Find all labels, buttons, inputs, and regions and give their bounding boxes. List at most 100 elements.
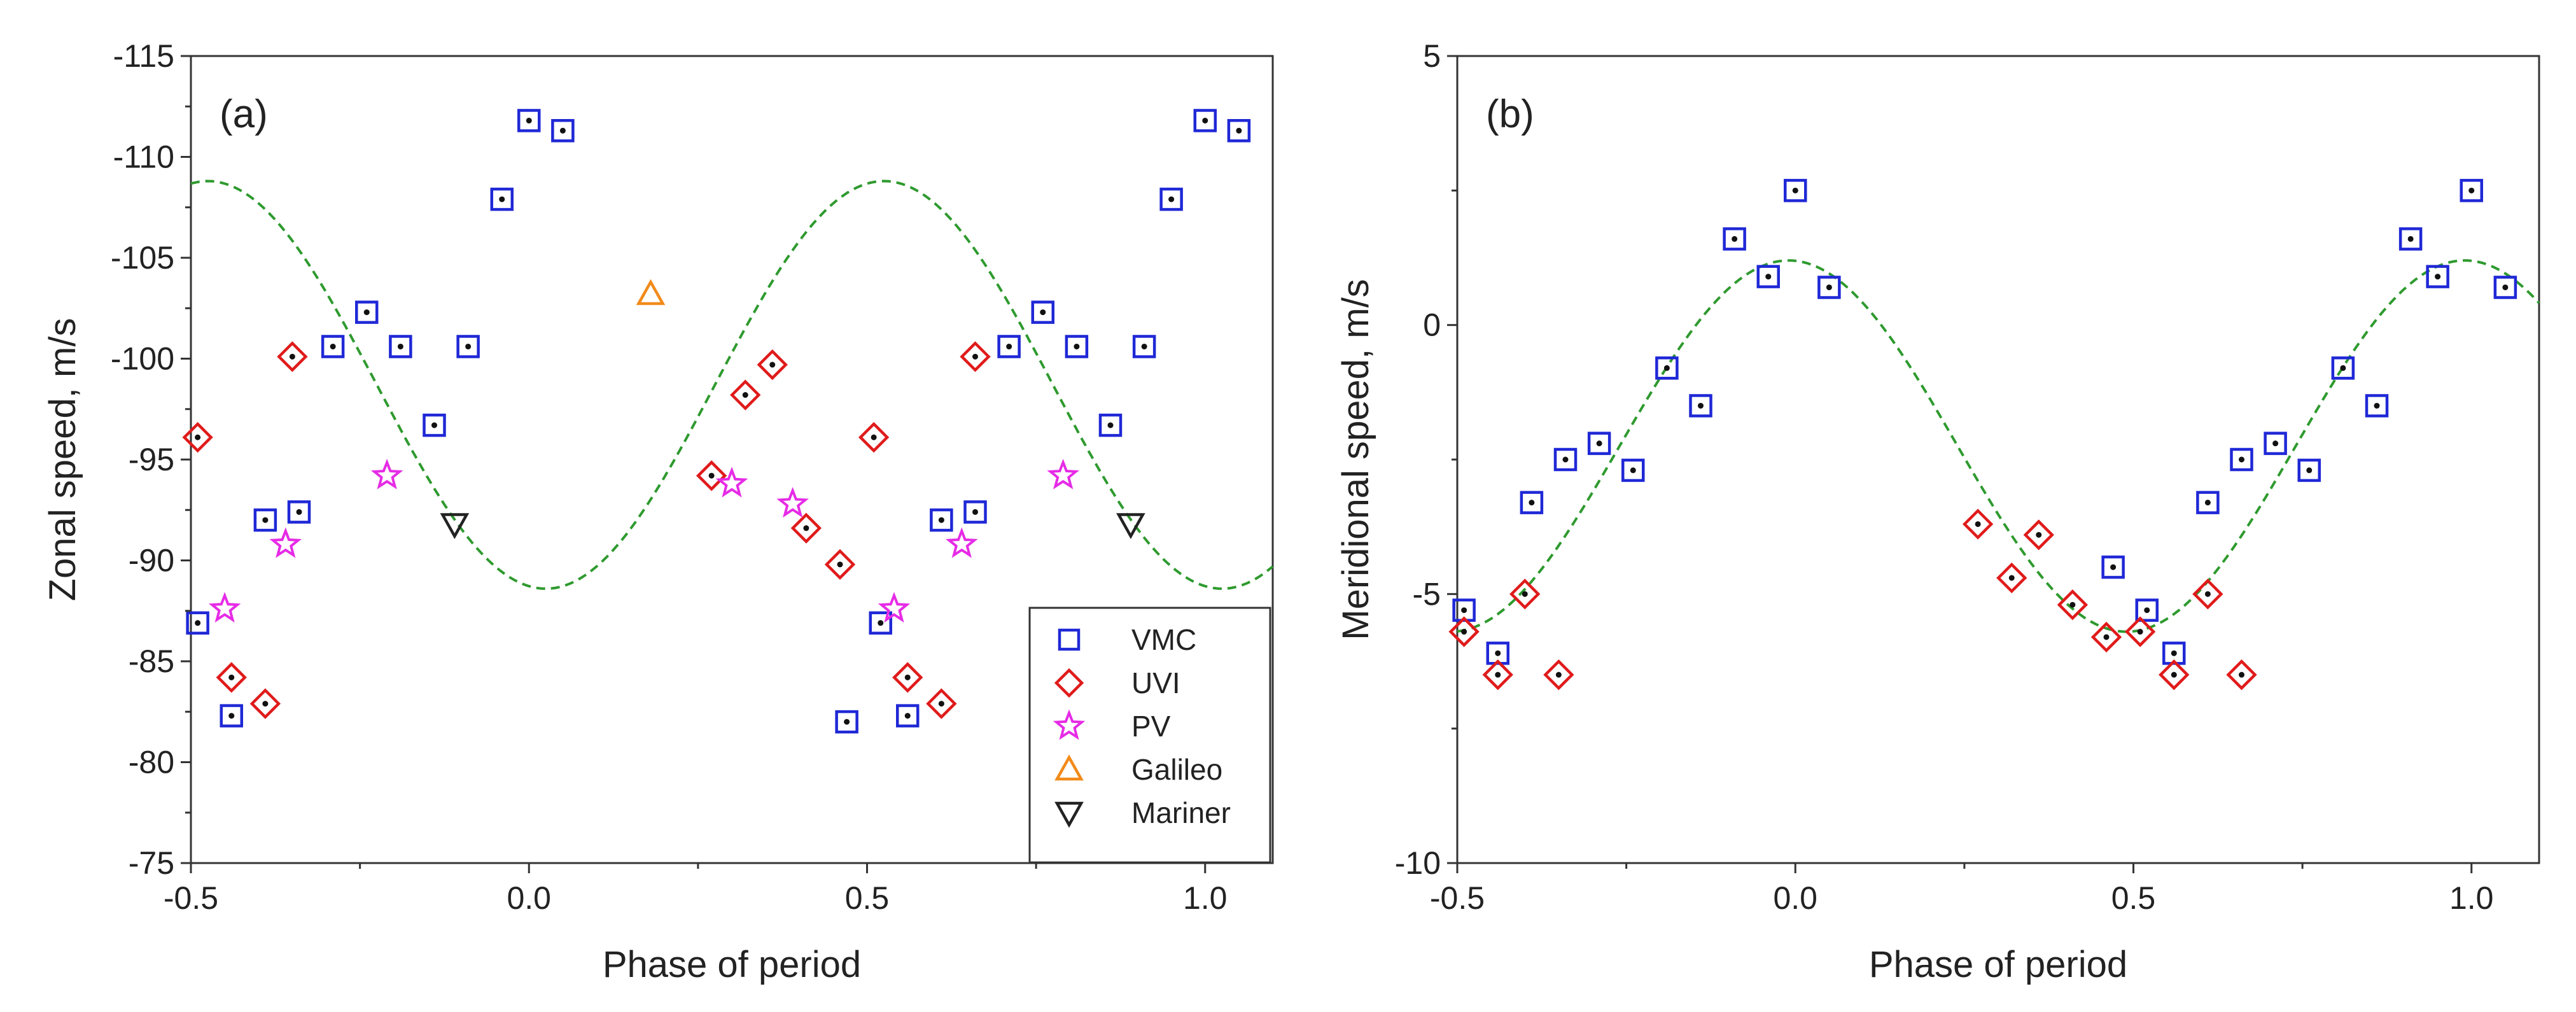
point-vmc: [551, 119, 575, 143]
fit-curve: [1457, 259, 2540, 633]
y-tick-label: -10: [1395, 845, 1441, 881]
point-vmc: [1452, 598, 1476, 622]
point-vmc: [2426, 265, 2449, 288]
plot-frame-b: [1456, 55, 2540, 864]
point-vmc: [517, 109, 541, 132]
point-vmc: [253, 508, 277, 532]
x-tick-label: -0.5: [164, 880, 218, 916]
x-tick-label: 1.0: [2449, 880, 2494, 916]
legend-entry-pv: PV: [1053, 709, 1171, 743]
point-vmc: [2398, 227, 2423, 251]
y-tick-label: -110: [113, 139, 174, 175]
point-vmc: [1486, 642, 1509, 665]
legend-label: PV: [1131, 710, 1171, 743]
point-uvi: [182, 421, 213, 453]
x-axis-title-b: Phase of period: [1869, 944, 2127, 985]
point-vmc: [1031, 300, 1054, 324]
point-vmc: [2297, 458, 2321, 482]
point-vmc: [1621, 458, 1645, 482]
y-tick-label: -105: [111, 240, 174, 276]
legend: VMC UVI PV Galileo Mariner: [1028, 607, 1271, 864]
point-vmc: [1587, 432, 1611, 455]
y-tick-label: -80: [129, 745, 174, 780]
point-vmc: [321, 335, 345, 358]
y-axis-ticks-a: -115 -110 -105 -100 -95 -90 -85 -80 -75: [111, 38, 191, 881]
point-uvi: [1482, 659, 1513, 691]
point-vmc: [1756, 265, 1780, 288]
point-vmc: [186, 611, 209, 635]
point-vmc: [1098, 413, 1123, 437]
point-vmc: [930, 508, 953, 532]
legend-label: UVI: [1131, 666, 1180, 699]
point-pv: [878, 592, 911, 623]
y-tick-label: -90: [129, 543, 174, 579]
point-uvi: [926, 688, 957, 719]
point-mariner: [1116, 513, 1145, 540]
panel-meridional: -0.5 0.0 0.5 1.0 5 0 -5 -10 (b) Phase of perio…: [1335, 38, 2540, 985]
point-uvi: [1962, 509, 1994, 540]
point-vmc: [1817, 276, 1841, 299]
panel-label-b: (b): [1486, 92, 1534, 136]
point-pv: [269, 527, 302, 558]
point-vmc: [2230, 447, 2253, 472]
fit-curve-group-a: [190, 179, 1274, 590]
y-tick-label: 0: [1423, 307, 1441, 343]
y-tick-label: -115: [113, 38, 174, 74]
y-tick-label: -85: [129, 643, 174, 679]
point-vmc: [355, 300, 379, 324]
point-uvi: [216, 662, 247, 693]
legend-marker: [1054, 754, 1084, 781]
point-vmc: [1723, 227, 1746, 251]
point-vmc: [835, 710, 858, 734]
point-uvi: [2159, 659, 2190, 691]
point-uvi: [757, 349, 788, 381]
point-vmc: [1132, 335, 1156, 358]
point-vmc: [896, 704, 920, 727]
point-vmc: [1227, 119, 1251, 143]
point-vmc: [1159, 187, 1183, 211]
y-tick-label: -95: [129, 442, 174, 477]
point-uvi: [858, 421, 890, 453]
point-vmc: [389, 335, 412, 358]
legend-label: Mariner: [1131, 796, 1231, 829]
point-uvi: [696, 460, 727, 491]
point-vmc: [2135, 598, 2159, 622]
y-axis-title-a: Zonal speed, m/s: [42, 318, 83, 601]
point-uvi: [892, 662, 923, 693]
legend-label: VMC: [1131, 623, 1196, 656]
point-vmc: [2493, 276, 2517, 299]
legend-entry-galileo: Galileo: [1054, 753, 1222, 786]
point-vmc: [1065, 335, 1089, 358]
point-vmc: [2331, 356, 2355, 380]
panel-zonal: -0.5 0.0 0.5 1.0 -115-110-105-100-95-90-85-…: [42, 38, 1274, 985]
point-uvi: [1448, 616, 1480, 647]
y-tick-label: -5: [1413, 576, 1441, 612]
legend-marker: [1053, 709, 1086, 740]
point-pv: [776, 487, 809, 518]
point-uvi: [2192, 579, 2223, 610]
point-vmc: [1193, 109, 1217, 132]
point-uvi: [1543, 659, 1574, 691]
point-vmc: [1553, 447, 1578, 472]
x-tick-label: 0.5: [2111, 880, 2156, 916]
x-axis-title-a: Phase of period: [603, 944, 861, 985]
point-vmc: [2460, 179, 2483, 202]
point-mariner: [440, 513, 470, 540]
point-uvi: [1996, 562, 2027, 594]
point-uvi: [730, 379, 761, 411]
point-vmc: [1784, 179, 1807, 202]
legend-marker: [1054, 668, 1084, 698]
point-vmc: [1655, 356, 1679, 380]
fit-curve-group-b: [1457, 259, 2540, 633]
point-pv: [1047, 458, 1079, 489]
legend-entry-vmc: VMC: [1058, 623, 1196, 656]
data-points-b: [1448, 179, 2517, 691]
x-axis-ticks-b: -0.5 0.0 0.5 1.0: [1430, 863, 2494, 916]
x-axis-ticks-a: -0.5 0.0 0.5 1.0: [164, 863, 1228, 916]
data-points-a: [182, 109, 1251, 734]
point-pv: [370, 458, 403, 489]
legend-entry-uvi: UVI: [1054, 666, 1180, 699]
point-uvi: [2023, 519, 2054, 551]
point-uvi: [2057, 589, 2089, 621]
